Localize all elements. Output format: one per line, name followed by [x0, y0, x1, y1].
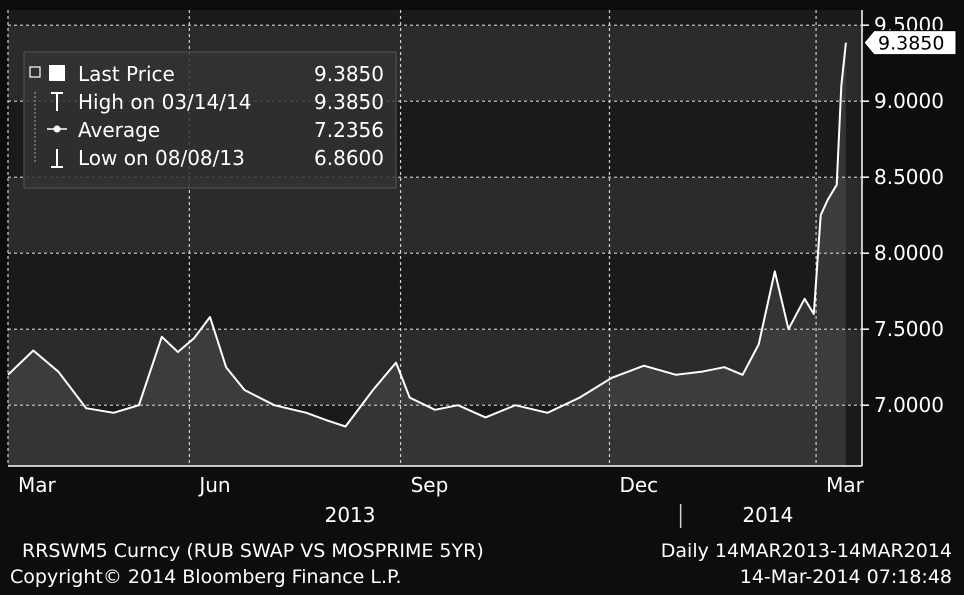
legend-high-icon: [51, 92, 63, 111]
legend-value: 9.3850: [314, 90, 384, 114]
last-price-callout-box: [863, 30, 957, 56]
grid-lines: [7, 10, 863, 467]
y-tick-label: 8.5000: [874, 165, 944, 189]
x-year-label: 2014: [742, 503, 793, 527]
legend-value: 9.3850: [314, 62, 384, 86]
chart-footer: RRSWM5 Curncy (RUB SWAP VS MOSPRIME 5YR)…: [10, 540, 952, 588]
price-area: [8, 42, 846, 466]
legend-average-dot: [53, 125, 61, 133]
plot-band: [8, 253, 862, 330]
legend-label: Low on 08/08/13: [78, 146, 245, 170]
legend-value: 7.2356: [314, 118, 384, 142]
price-area-fill: [8, 42, 846, 466]
x-year-label: 2013: [325, 503, 376, 527]
plot-band: [8, 177, 862, 254]
footer-timestamp: 14-Mar-2014 07:18:48: [740, 566, 952, 588]
legend-label: Average: [78, 118, 160, 142]
price-line-group: [7, 42, 847, 428]
y-tick-label: 8.0000: [874, 241, 944, 265]
last-price-callout-label: 9.3850: [878, 33, 944, 55]
y-tick-label: 9.0000: [874, 89, 944, 113]
x-month-label: Jun: [197, 473, 230, 497]
footer-copyright: Copyright© 2014 Bloomberg Finance L.P.: [10, 566, 402, 588]
legend-label: Last Price: [78, 62, 175, 86]
footer-ticker: RRSWM5 Curncy (RUB SWAP VS MOSPRIME 5YR): [22, 540, 484, 562]
legend-value: 6.8600: [314, 146, 384, 170]
legend: Last Price 9.3850 High on 03/14/14 9.3850 Av…: [23, 51, 397, 189]
y-axis: 7.00007.50008.00008.50009.00009.50009.38…: [862, 13, 957, 417]
y-tick-label: 7.0000: [874, 393, 944, 417]
footer-range: Daily 14MAR2013-14MAR2014: [661, 540, 952, 562]
x-month-label: Mar: [826, 473, 865, 497]
x-axis: Mar Jun Sep Dec Mar 2013 2014: [18, 473, 865, 528]
y-tick-label: 7.5000: [874, 317, 944, 341]
legend-low-icon: [51, 149, 63, 168]
x-month-label: Dec: [619, 473, 658, 497]
x-month-label: Sep: [411, 473, 449, 497]
legend-collapse-icon: [29, 66, 41, 78]
legend-swatch-last-price: [49, 65, 65, 81]
price-line: [7, 42, 847, 428]
legend-box: [23, 51, 397, 189]
legend-label: High on 03/14/14: [78, 90, 251, 114]
plot-band: [8, 10, 862, 26]
x-month-label: Mar: [18, 473, 57, 497]
